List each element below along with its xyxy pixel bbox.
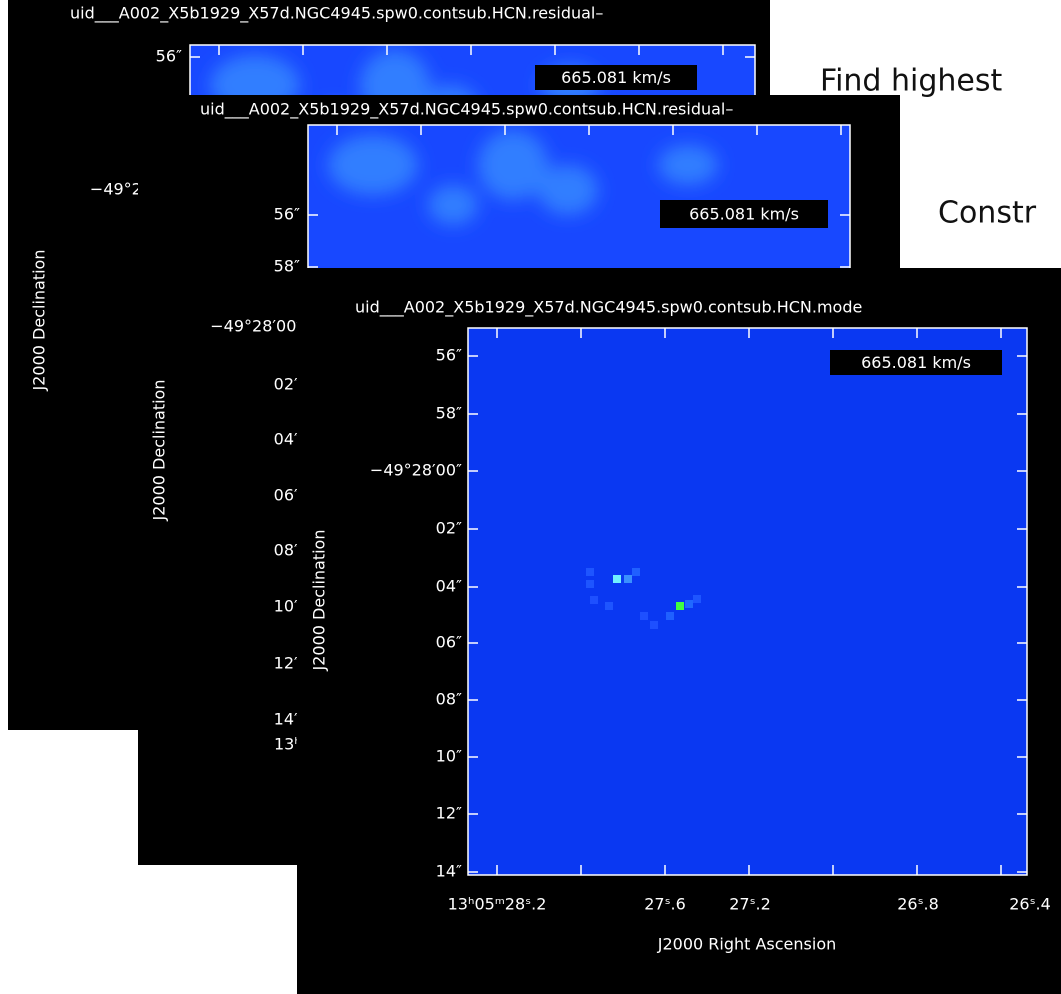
velocity-label: 665.081 km/s (689, 205, 799, 224)
dec-tick-label: 58″ (274, 257, 300, 276)
dec-tick-label: 06″ (274, 486, 300, 505)
dec-tick-label: 02″ (436, 519, 462, 538)
ra-tick-label: 26ˢ.8 (897, 895, 939, 914)
dec-tick-label: 06″ (436, 633, 462, 652)
panel-title: uid___A002_X5b1929_X57d.NGC4945.spw0.con… (355, 298, 862, 318)
emission-patch (428, 185, 478, 225)
dec-tick-label: 58″ (436, 404, 462, 423)
emission-patch (538, 165, 598, 215)
dec-tick-label: −49°28′00″ (370, 461, 462, 480)
y-axis-label: J2000 Declination (30, 250, 49, 392)
velocity-label: 665.081 km/s (861, 353, 971, 372)
slide: Find highest Constr uid___A002_X5b1929_X… (0, 0, 1061, 994)
panel-title: uid___A002_X5b1929_X57d.NGC4945.spw0.con… (200, 100, 733, 120)
dec-tick-label: −49°28′00′ (210, 317, 300, 336)
dec-tick-label: 04″ (274, 430, 300, 449)
dec-tick-label: 12″ (436, 804, 462, 823)
y-axis-label: J2000 Declination (150, 380, 169, 522)
ra-tick-label: 27ˢ.6 (644, 895, 686, 914)
ra-tick-label: 27ˢ.2 (729, 895, 771, 914)
model-pixel (640, 612, 648, 620)
dec-tick-label: 14″ (274, 710, 300, 729)
model-pixel (613, 575, 621, 583)
dec-tick-label: 08″ (274, 541, 300, 560)
dec-tick-label: 14″ (436, 862, 462, 881)
model-pixel (666, 612, 674, 620)
image (468, 328, 1027, 875)
slide-text: Constr (938, 196, 1037, 231)
ra-tick-label: 13ʰ05ᵐ28ˢ.2 (448, 895, 547, 914)
model-pixel (624, 575, 632, 583)
slide-text: Find highest (820, 64, 1002, 99)
panel-title: uid___A002_X5b1929_X57d.NGC4945.spw0.con… (70, 4, 603, 24)
model-pixel (590, 596, 598, 604)
model-pixel (586, 580, 594, 588)
model-pixel (685, 600, 693, 608)
model-pixel (586, 568, 594, 576)
dec-tick-label: 10″ (436, 747, 462, 766)
dec-tick-label: 08″ (436, 690, 462, 709)
dec-tick-label: 02″ (274, 375, 300, 394)
dec-tick-label: 04″ (436, 577, 462, 596)
viewer-panel: uid___A002_X5b1929_X57d.NGC4945.spw0.con… (297, 268, 1061, 994)
model-pixel (676, 602, 684, 610)
emission-patch (328, 135, 418, 195)
model-pixel (605, 602, 613, 610)
ra-tick-label: 26ˢ.4 (1009, 895, 1051, 914)
x-axis-label: J2000 Right Ascension (657, 935, 837, 954)
model-pixel (650, 621, 658, 629)
dec-tick-label: 12″ (274, 654, 300, 673)
model-pixel (632, 568, 640, 576)
velocity-label: 665.081 km/s (561, 68, 671, 87)
dec-tick-label: 56″ (156, 47, 182, 66)
dec-tick-label: 56″ (436, 346, 462, 365)
emission-patch (478, 130, 548, 200)
y-axis-label: J2000 Declination (310, 530, 329, 672)
emission-patch (658, 145, 718, 185)
dec-tick-label: 56″ (274, 205, 300, 224)
dec-tick-label: 10″ (274, 597, 300, 616)
model-pixel (693, 595, 701, 603)
